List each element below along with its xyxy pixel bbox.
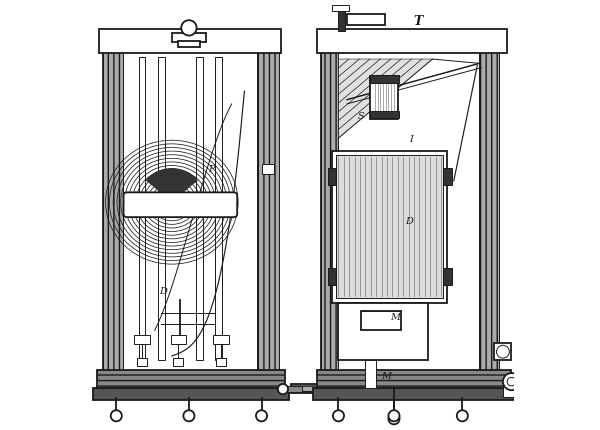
Bar — [443, 268, 452, 286]
Bar — [97, 370, 285, 390]
Bar — [292, 384, 526, 393]
Bar — [93, 388, 289, 400]
FancyBboxPatch shape — [124, 192, 237, 217]
Bar — [262, 164, 274, 175]
Bar — [479, 50, 499, 371]
Bar — [365, 360, 376, 388]
Bar — [215, 57, 222, 360]
Bar — [494, 343, 511, 360]
Bar — [361, 311, 401, 330]
Circle shape — [256, 410, 267, 421]
Circle shape — [181, 20, 197, 36]
Circle shape — [388, 413, 400, 424]
Bar — [257, 50, 278, 371]
Bar — [370, 75, 399, 83]
Text: I: I — [409, 135, 413, 144]
Bar — [322, 50, 338, 371]
Bar — [172, 34, 206, 42]
Circle shape — [497, 345, 509, 358]
Bar — [328, 268, 337, 286]
Text: D: D — [404, 217, 413, 226]
Bar — [103, 50, 123, 371]
Bar — [216, 358, 226, 366]
Text: P: P — [208, 165, 215, 174]
Bar — [347, 14, 385, 25]
Bar — [317, 29, 507, 52]
Polygon shape — [338, 59, 433, 138]
Bar — [332, 5, 349, 11]
Bar — [99, 29, 281, 52]
Text: D: D — [159, 287, 167, 296]
Bar — [137, 358, 147, 366]
Bar — [370, 76, 398, 119]
Bar — [103, 50, 278, 371]
Circle shape — [111, 410, 122, 421]
Text: M: M — [390, 313, 400, 322]
Circle shape — [503, 373, 520, 390]
Bar — [443, 168, 452, 185]
Circle shape — [457, 410, 468, 421]
Bar — [338, 303, 428, 360]
Bar — [213, 335, 229, 344]
Bar — [503, 386, 516, 396]
Bar — [178, 41, 200, 47]
Wedge shape — [146, 168, 198, 202]
Bar — [313, 388, 514, 400]
Circle shape — [333, 410, 344, 421]
Circle shape — [184, 410, 194, 421]
Bar — [170, 335, 186, 344]
Circle shape — [388, 410, 400, 421]
Bar — [134, 335, 149, 344]
Bar — [173, 358, 184, 366]
Bar — [328, 168, 337, 185]
Bar — [338, 8, 345, 31]
Bar — [139, 57, 145, 360]
Text: S: S — [358, 112, 364, 121]
Circle shape — [278, 384, 288, 394]
Bar — [337, 155, 443, 298]
Bar — [285, 386, 302, 392]
Text: T: T — [413, 15, 422, 28]
Bar — [158, 57, 164, 360]
Bar — [332, 151, 448, 303]
Bar — [317, 370, 511, 390]
Circle shape — [507, 378, 516, 386]
Bar — [322, 50, 499, 371]
Bar — [196, 57, 203, 360]
Text: M: M — [381, 372, 391, 381]
Bar — [370, 111, 399, 118]
